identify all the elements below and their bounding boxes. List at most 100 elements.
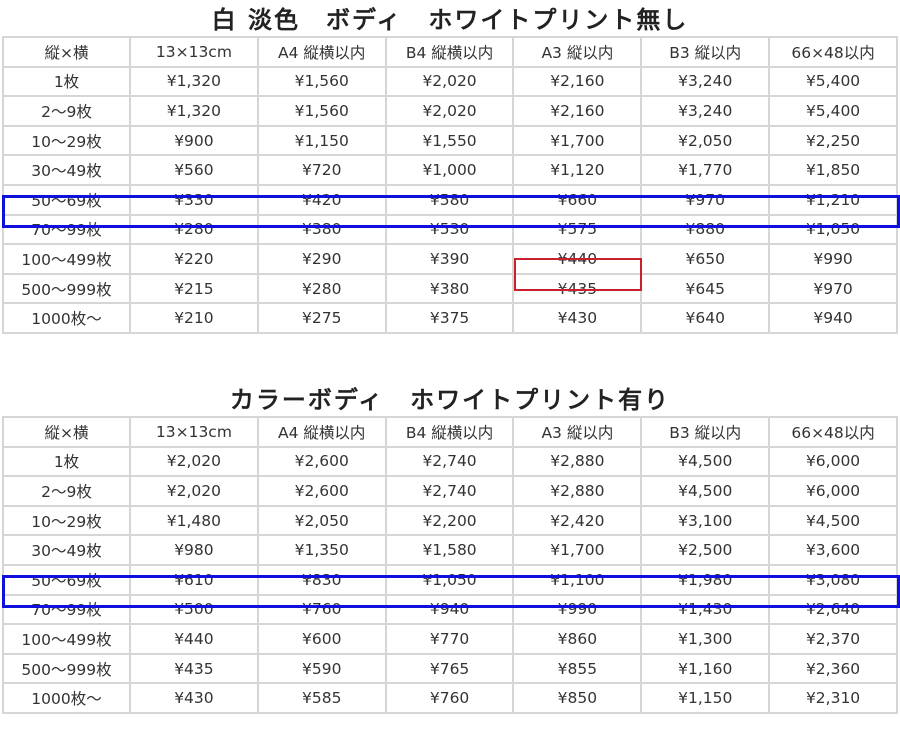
header-cell: B3 縦以内 xyxy=(642,38,769,66)
header-cell: B4 縦横以内 xyxy=(386,418,513,446)
quantity-cell: 70～99枚 xyxy=(4,595,129,624)
price-cell: ¥2,500 xyxy=(642,536,769,564)
price-cell: ¥2,360 xyxy=(770,654,896,683)
price-cell: ¥970 xyxy=(770,274,896,303)
quantity-cell: 500～999枚 xyxy=(4,274,129,303)
price-cell: ¥530 xyxy=(386,215,513,244)
table-row: 2～9枚 ¥2,020 ¥2,600 ¥2,740 ¥2,880 ¥4,500 … xyxy=(4,477,896,505)
price-section-white: 白 淡色 ボディ ホワイトプリント無し 縦×横 13×13cm A4 縦横以内 … xyxy=(0,0,900,334)
price-cell: ¥1,150 xyxy=(642,684,769,712)
price-cell: ¥1,550 xyxy=(386,126,513,155)
price-cell: ¥600 xyxy=(258,625,385,653)
price-cell: ¥980 xyxy=(131,536,257,564)
table-row: 1000枚～ ¥430 ¥585 ¥760 ¥850 ¥1,150 ¥2,310 xyxy=(4,684,896,712)
price-cell: ¥2,740 xyxy=(386,477,513,505)
price-cell: ¥380 xyxy=(258,215,385,244)
price-cell: ¥1,480 xyxy=(131,506,257,535)
price-cell: ¥390 xyxy=(386,245,513,273)
price-cell: ¥2,050 xyxy=(258,506,385,535)
price-cell: ¥1,050 xyxy=(386,565,513,594)
price-cell: ¥2,880 xyxy=(514,447,641,476)
price-cell: ¥330 xyxy=(131,185,257,214)
price-cell: ¥6,000 xyxy=(770,447,896,476)
price-cell: ¥3,600 xyxy=(770,536,896,564)
table-row: 500～999枚 ¥215 ¥280 ¥380 ¥435 ¥645 ¥970 xyxy=(4,274,896,303)
price-cell: ¥765 xyxy=(386,654,513,683)
price-cell: ¥990 xyxy=(514,595,641,624)
price-cell: ¥575 xyxy=(514,215,641,244)
price-cell: ¥3,080 xyxy=(770,565,896,594)
price-cell: ¥880 xyxy=(642,215,769,244)
price-cell: ¥5,400 xyxy=(770,67,896,96)
price-cell: ¥430 xyxy=(514,304,641,332)
price-cell: ¥2,370 xyxy=(770,625,896,653)
price-cell: ¥280 xyxy=(131,215,257,244)
price-table: 縦×横 13×13cm A4 縦横以内 B4 縦横以内 A3 縦以内 B3 縦以… xyxy=(2,416,898,714)
price-cell: ¥1,300 xyxy=(642,625,769,653)
price-cell: ¥1,160 xyxy=(642,654,769,683)
price-cell: ¥380 xyxy=(386,274,513,303)
header-cell: B3 縦以内 xyxy=(642,418,769,446)
table-row: 1枚 ¥2,020 ¥2,600 ¥2,740 ¥2,880 ¥4,500 ¥6… xyxy=(4,447,896,476)
quantity-cell: 100～499枚 xyxy=(4,625,129,653)
header-cell: 13×13cm xyxy=(131,418,257,446)
price-cell: ¥2,160 xyxy=(514,97,641,125)
price-cell: ¥640 xyxy=(642,304,769,332)
price-cell: ¥940 xyxy=(770,304,896,332)
price-cell: ¥645 xyxy=(642,274,769,303)
price-cell: ¥760 xyxy=(386,684,513,712)
price-cell: ¥560 xyxy=(131,156,257,184)
price-cell: ¥2,020 xyxy=(131,447,257,476)
header-cell: B4 縦横以内 xyxy=(386,38,513,66)
price-cell: ¥650 xyxy=(642,245,769,273)
table-row: 10～29枚 ¥900 ¥1,150 ¥1,550 ¥1,700 ¥2,050 … xyxy=(4,126,896,155)
price-cell: ¥430 xyxy=(131,684,257,712)
price-cell: ¥2,160 xyxy=(514,67,641,96)
price-cell: ¥3,100 xyxy=(642,506,769,535)
header-cell: A4 縦横以内 xyxy=(258,38,385,66)
price-section-color: カラーボディ ホワイトプリント有り 縦×横 13×13cm A4 縦横以内 B4… xyxy=(0,380,900,714)
table-row: 30～49枚 ¥560 ¥720 ¥1,000 ¥1,120 ¥1,770 ¥1… xyxy=(4,156,896,184)
table-row: 70～99枚 ¥280 ¥380 ¥530 ¥575 ¥880 ¥1,050 xyxy=(4,215,896,244)
price-cell: ¥860 xyxy=(514,625,641,653)
price-cell: ¥220 xyxy=(131,245,257,273)
header-cell: 縦×横 xyxy=(4,38,129,66)
header-cell: 縦×横 xyxy=(4,418,129,446)
price-cell: ¥585 xyxy=(258,684,385,712)
price-cell: ¥1,320 xyxy=(131,97,257,125)
section-title: カラーボディ ホワイトプリント有り xyxy=(229,386,671,414)
table-row: 500～999枚 ¥435 ¥590 ¥765 ¥855 ¥1,160 ¥2,3… xyxy=(4,654,896,683)
quantity-cell: 70～99枚 xyxy=(4,215,129,244)
price-cell: ¥2,200 xyxy=(386,506,513,535)
price-cell: ¥1,700 xyxy=(514,126,641,155)
quantity-cell: 1000枚～ xyxy=(4,304,129,332)
price-cell: ¥855 xyxy=(514,654,641,683)
table-row: 100～499枚 ¥220 ¥290 ¥390 ¥440 ¥650 ¥990 xyxy=(4,245,896,273)
price-cell: ¥6,000 xyxy=(770,477,896,505)
table-header-row: 縦×横 13×13cm A4 縦横以内 B4 縦横以内 A3 縦以内 B3 縦以… xyxy=(4,418,896,446)
price-cell: ¥850 xyxy=(514,684,641,712)
quantity-cell: 10～29枚 xyxy=(4,506,129,535)
price-cell: ¥2,250 xyxy=(770,126,896,155)
price-cell: ¥970 xyxy=(642,185,769,214)
price-cell: ¥1,430 xyxy=(642,595,769,624)
table-row-highlighted: 50～69枚 ¥330 ¥420 ¥580 ¥660 ¥970 ¥1,210 xyxy=(4,185,896,214)
quantity-cell: 30～49枚 xyxy=(4,536,129,564)
price-cell: ¥1,120 xyxy=(514,156,641,184)
table-row: 1000枚～ ¥210 ¥275 ¥375 ¥430 ¥640 ¥940 xyxy=(4,304,896,332)
quantity-cell: 100～499枚 xyxy=(4,245,129,273)
price-cell: ¥1,350 xyxy=(258,536,385,564)
quantity-cell: 1枚 xyxy=(4,67,129,96)
section-title: 白 淡色 ボディ ホワイトプリント無し xyxy=(211,6,689,34)
price-cell: ¥590 xyxy=(258,654,385,683)
price-cell: ¥610 xyxy=(131,565,257,594)
price-cell: ¥2,310 xyxy=(770,684,896,712)
price-cell: ¥2,600 xyxy=(258,447,385,476)
price-cell: ¥215 xyxy=(131,274,257,303)
header-cell: A3 縦以内 xyxy=(514,38,641,66)
price-cell: ¥1,980 xyxy=(642,565,769,594)
price-cell: ¥1,150 xyxy=(258,126,385,155)
price-cell: ¥420 xyxy=(258,185,385,214)
price-cell: ¥5,400 xyxy=(770,97,896,125)
quantity-cell: 1000枚～ xyxy=(4,684,129,712)
